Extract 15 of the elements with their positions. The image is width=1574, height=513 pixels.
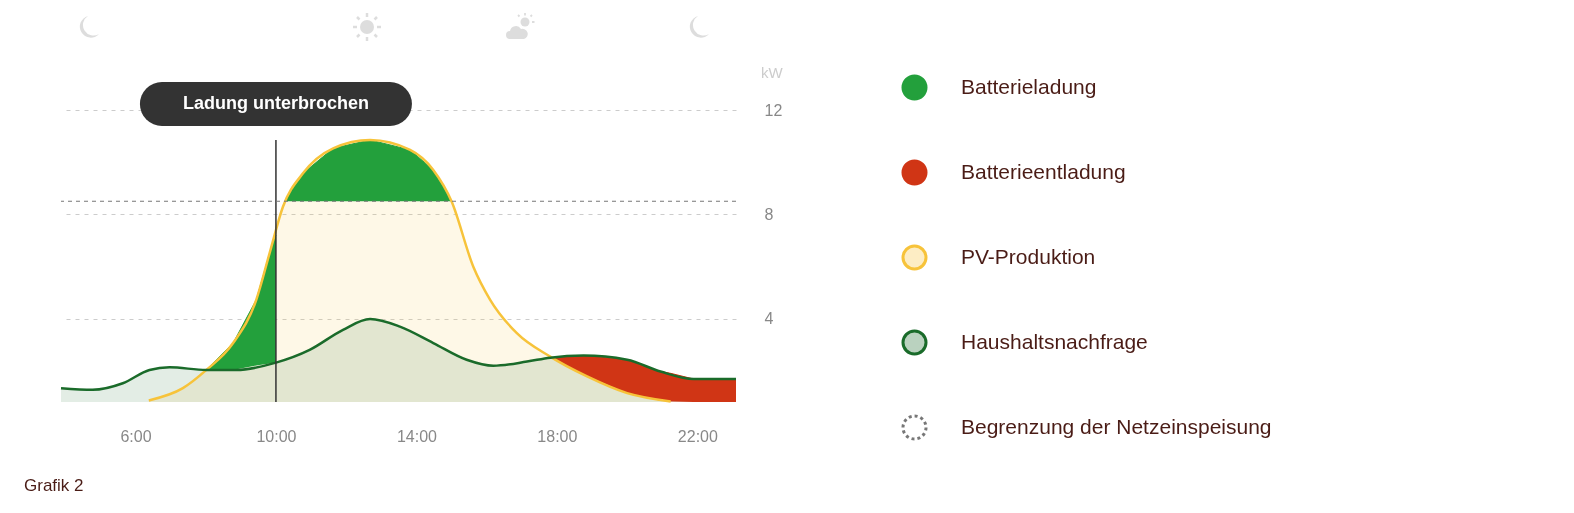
y-tick-label: 4: [764, 310, 774, 328]
x-tick-label: 6:00: [120, 427, 152, 445]
text: Grafik 2: [24, 476, 84, 495]
legend-label: PV-Produktion: [961, 244, 1096, 268]
legend-label: Batterieentladung: [961, 159, 1126, 183]
y-tick-label: 8: [764, 205, 774, 223]
legend-label: Begrenzung der Netzeinspeisung: [961, 414, 1272, 438]
x-tick-label: 18:00: [537, 427, 578, 445]
legend-label: Haushaltsnachfrage: [961, 329, 1148, 353]
y-tick-label: 12: [764, 101, 783, 119]
ref-line-label: Ladung unterbrochen: [182, 93, 369, 113]
x-tick-label: 22:00: [677, 427, 718, 445]
legend-label: Batterieladung: [961, 74, 1097, 98]
x-tick-label: 10:00: [256, 427, 297, 445]
x-tick-label: 14:00: [396, 427, 438, 445]
